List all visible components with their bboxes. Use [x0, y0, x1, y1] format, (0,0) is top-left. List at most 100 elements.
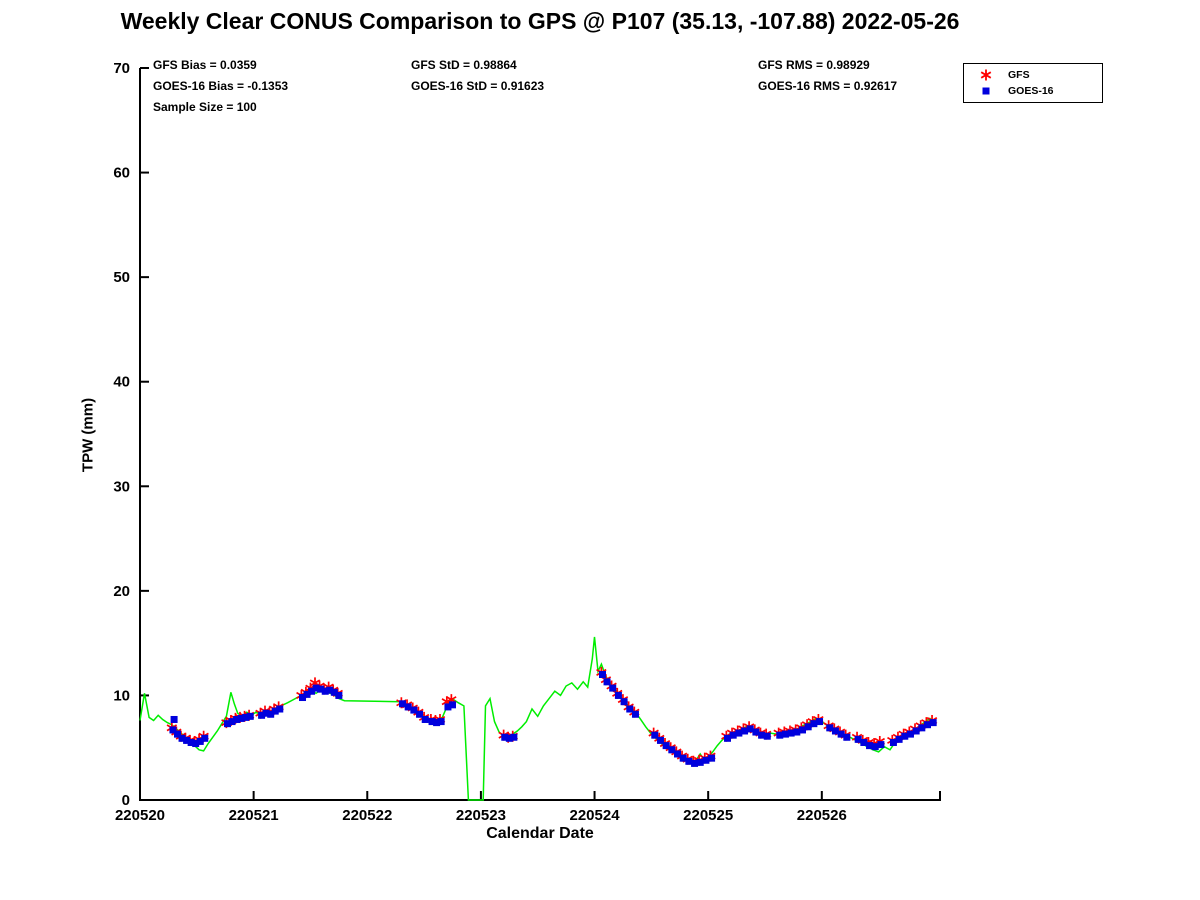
goes16-marker	[696, 758, 704, 766]
goes16-marker	[854, 735, 862, 743]
goes16-marker	[449, 701, 456, 709]
goes16-marker	[267, 710, 275, 718]
gfs-asterisk-icon	[964, 68, 1008, 82]
goes16-marker	[271, 707, 279, 715]
goes16-marker	[631, 710, 639, 718]
stat-sample-size: Sample Size = 100	[153, 100, 257, 114]
y-tick-label: 0	[122, 792, 130, 809]
stat-gfs-rms: GFS RMS = 0.98929	[758, 58, 870, 72]
goes16-marker	[776, 731, 784, 739]
goes16-marker	[799, 726, 806, 734]
goes16-marker	[317, 685, 325, 693]
goes16-marker	[614, 691, 622, 699]
goes16-marker	[262, 709, 270, 717]
goes16-marker	[781, 730, 789, 738]
stats-column-bias: GFS Bias = 0.0359 GOES-16 Bias = -0.1353…	[153, 55, 288, 118]
x-tick-label: 220525	[683, 807, 733, 824]
x-tick-label: 220521	[229, 807, 279, 824]
goes16-marker	[918, 724, 926, 732]
goes16-marker	[735, 729, 743, 737]
stats-column-rms: GFS RMS = 0.98929 GOES-16 RMS = 0.92617	[758, 55, 897, 97]
y-axis-label: TPW (mm)	[79, 397, 97, 473]
stat-goes16-rms: GOES-16 RMS = 0.92617	[758, 79, 898, 93]
goes16-marker	[501, 733, 509, 741]
goes16-marker	[433, 719, 441, 727]
goes16-marker	[901, 732, 909, 740]
goes16-marker	[321, 687, 329, 695]
goes16-marker	[724, 734, 731, 742]
goes16-marker	[679, 754, 687, 762]
goes16-marker	[421, 715, 429, 723]
goes16-marker	[404, 703, 412, 711]
goes16-marker	[437, 718, 445, 726]
legend-entry-goes16: GOES-16	[964, 83, 1102, 99]
goes16-marker	[651, 731, 659, 739]
goes16-marker	[416, 710, 424, 718]
goes16-marker	[685, 757, 693, 765]
goes16-marker	[326, 686, 334, 694]
goes16-marker	[335, 691, 343, 699]
x-tick-label: 220523	[456, 807, 506, 824]
goes16-marker	[237, 714, 245, 722]
y-tick-label: 40	[113, 374, 130, 391]
legend-label-goes16: GOES-16	[1008, 85, 1054, 97]
goes16-marker	[729, 731, 737, 739]
goes16-marker	[410, 706, 418, 714]
goes16-marker	[246, 712, 254, 720]
goes16-marker	[599, 671, 606, 679]
goes16-marker	[183, 736, 191, 744]
goes16-marker	[224, 720, 231, 728]
goes16-marker	[233, 715, 241, 723]
goes16-marker	[906, 730, 914, 738]
stat-goes16-std: GOES-16 StD = 0.91623	[411, 79, 545, 93]
goes16-marker	[826, 724, 834, 732]
goes16-marker	[866, 742, 874, 750]
goes16-marker	[299, 694, 306, 702]
goes16-marker	[276, 705, 284, 713]
goes16-marker	[662, 742, 670, 750]
goes16-marker	[620, 698, 628, 706]
y-tick-label: 10	[113, 687, 130, 704]
goes16-marker	[763, 732, 771, 740]
goes16-marker	[758, 731, 766, 739]
legend-entry-gfs: GFS	[964, 67, 1102, 83]
goes16-marker	[668, 746, 676, 754]
goes16-marker	[674, 750, 681, 758]
legend-label-gfs: GFS	[1008, 69, 1030, 81]
goes16-marker	[603, 678, 611, 686]
goes16-marker	[174, 730, 181, 738]
goes16-marker	[626, 705, 634, 713]
goes16-marker	[187, 738, 195, 746]
goes16-marker	[258, 711, 266, 719]
goes16-marker	[505, 734, 513, 742]
goes16-marker	[929, 719, 937, 727]
goes16-marker	[793, 728, 801, 736]
y-tick-label: 50	[113, 269, 130, 286]
y-tick-label: 60	[113, 165, 130, 182]
goes16-marker	[330, 688, 338, 696]
goes16-marker	[924, 721, 931, 729]
goes16-marker	[889, 738, 897, 746]
axes	[139, 68, 941, 801]
x-tick-label: 220526	[797, 807, 847, 824]
x-axis-label: Calendar Date	[486, 825, 594, 842]
goes16-marker	[510, 733, 518, 741]
goes16-marker	[228, 718, 236, 726]
goes16-marker	[428, 718, 436, 726]
goes16-marker	[843, 733, 851, 741]
goes16-marker	[312, 684, 320, 692]
stat-goes16-bias: GOES-16 Bias = -0.1353	[153, 79, 289, 93]
goes16-marker	[837, 730, 845, 738]
stats-column-std: GFS StD = 0.98864 GOES-16 StD = 0.91623	[411, 55, 544, 97]
goes16-marker	[787, 729, 795, 737]
stat-gfs-std: GFS StD = 0.98864	[411, 58, 517, 72]
goes16-marker	[871, 743, 879, 751]
goes16-marker	[444, 703, 452, 711]
goes16-square-icon	[964, 84, 1008, 98]
goes16-marker	[877, 741, 885, 749]
goes16-marker	[702, 756, 710, 764]
goes16-marker	[196, 737, 204, 745]
goes16-marker	[178, 734, 186, 742]
